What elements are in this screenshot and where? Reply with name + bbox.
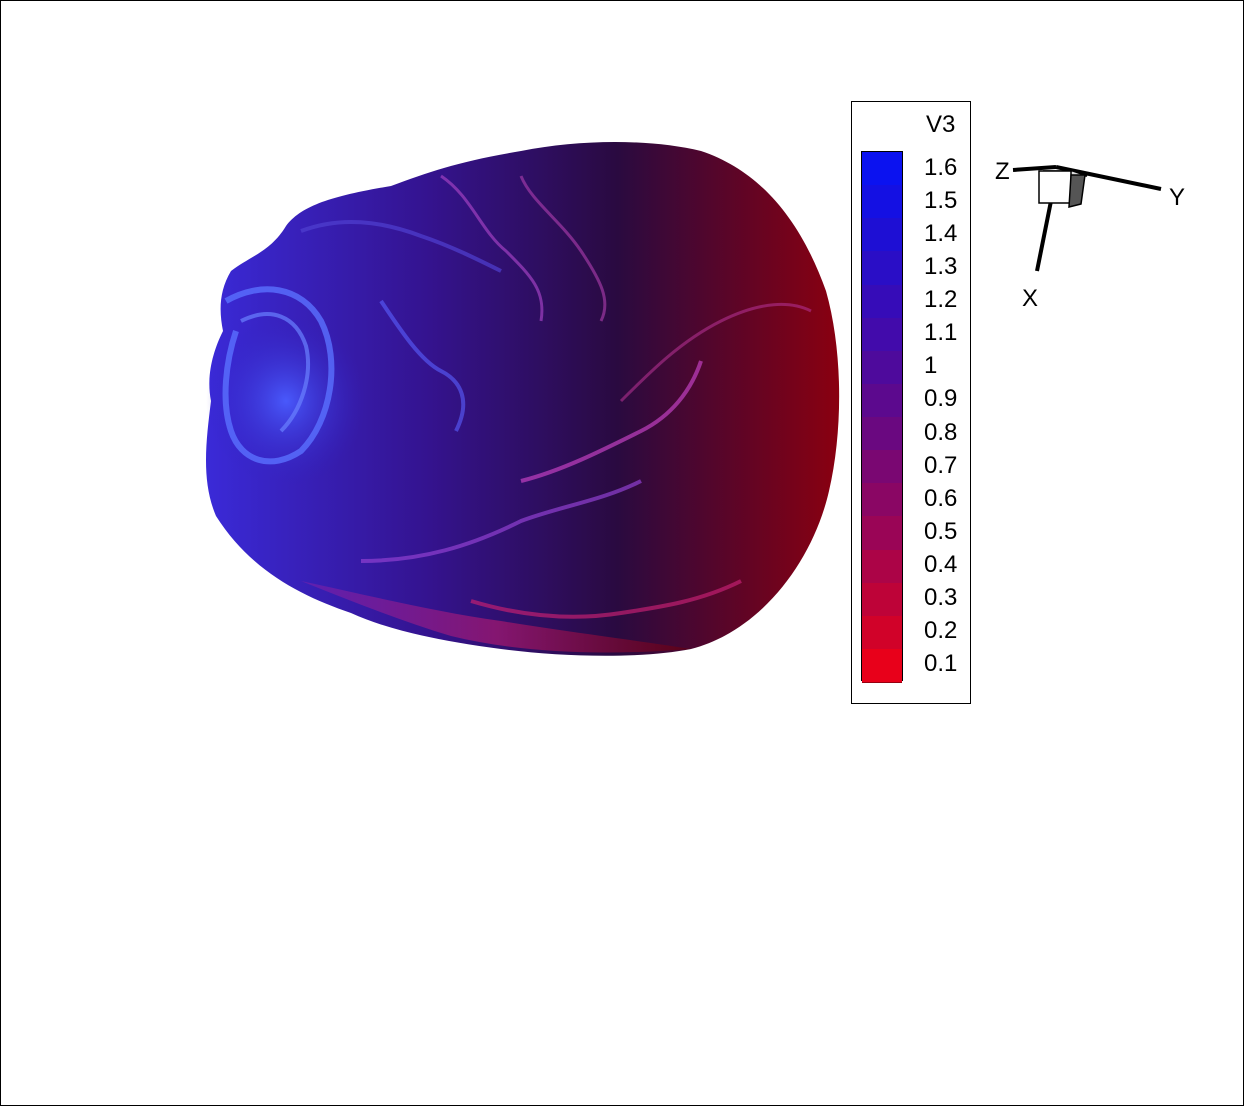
- y-axis-label: Y: [1169, 184, 1185, 211]
- legend-tick-label: 0.1: [924, 650, 958, 678]
- axes-cube-side: [1068, 174, 1086, 208]
- surface-ridge: [440, 174, 544, 322]
- legend-tick-label: 0.3: [924, 584, 958, 612]
- color-legend: V3 1.6 1.5 1.4 1.3 1.2 1.1 1 0.9 0.8 0.7 0.6 0.5 0.4…: [851, 101, 971, 704]
- legend-swatch: [862, 185, 902, 220]
- surface-highlight: [206, 316, 366, 486]
- legend-tick-label: 0.4: [924, 551, 958, 579]
- x-axis-line: [1035, 200, 1053, 272]
- legend-tick-label: 0.6: [924, 484, 958, 512]
- surface-ridge: [520, 360, 703, 483]
- legend-tick-label: 1.4: [924, 219, 958, 247]
- surface-fold: [222, 286, 335, 465]
- legend-tick-label: 1.1: [924, 319, 958, 347]
- surface-ridge: [470, 579, 742, 619]
- legend-tick-label: 1.5: [924, 186, 958, 214]
- legend-swatch: [862, 516, 902, 551]
- axes-cube-front: [1038, 170, 1072, 204]
- legend-swatch: [862, 549, 902, 584]
- surface-bottom-band: [301, 581, 691, 653]
- legend-tick-label: 0.7: [924, 451, 958, 479]
- legend-swatch: [862, 648, 902, 683]
- surface-body: [206, 142, 840, 656]
- legend-swatch: [862, 483, 902, 518]
- surface-ridge: [379, 299, 466, 432]
- legend-tick-label: 0.5: [924, 517, 958, 545]
- legend-tick-label: 1: [924, 352, 938, 380]
- legend-tick-label: 0.9: [924, 385, 958, 413]
- legend-swatch: [862, 450, 902, 485]
- legend-tick-label: 0.8: [924, 418, 958, 446]
- surface-ridge: [360, 479, 642, 563]
- z-axis-label: Z: [995, 158, 1010, 185]
- legend-tick-label: 1.6: [924, 153, 958, 181]
- legend-swatch: [862, 317, 902, 352]
- legend-color-bar: [861, 151, 903, 683]
- surface-fold: [240, 312, 311, 433]
- z-axis-line: [1012, 165, 1057, 172]
- legend-swatch: [862, 417, 902, 452]
- x-axis-label: X: [1022, 285, 1038, 312]
- legend-tick-label: 0.2: [924, 617, 958, 645]
- surface-ridge: [519, 175, 607, 322]
- legend-swatch: [862, 152, 902, 187]
- legend-tick-label: 1.2: [924, 286, 958, 314]
- legend-title: V3: [926, 111, 956, 138]
- legend-tick-label: 1.3: [924, 252, 958, 280]
- surface-ridge: [300, 219, 502, 273]
- surface-ridge: [619, 302, 812, 403]
